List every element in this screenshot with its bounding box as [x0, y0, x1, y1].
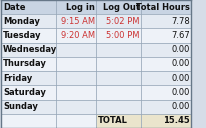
- Bar: [1, 14, 56, 28]
- Bar: [1, 0, 56, 14]
- Text: 0.00: 0.00: [171, 60, 189, 68]
- Bar: [1, 71, 56, 85]
- Bar: [140, 28, 191, 43]
- Bar: [96, 57, 140, 71]
- Text: TOTAL: TOTAL: [98, 116, 128, 125]
- Text: 5:02 PM: 5:02 PM: [105, 17, 139, 26]
- Bar: [1, 43, 56, 57]
- Bar: [56, 85, 96, 100]
- Bar: [56, 43, 96, 57]
- Text: 7.78: 7.78: [171, 17, 189, 26]
- Bar: [56, 71, 96, 85]
- Bar: [96, 71, 140, 85]
- Text: 7.67: 7.67: [171, 31, 189, 40]
- Bar: [96, 85, 140, 100]
- Bar: [96, 100, 140, 114]
- Text: Date: Date: [3, 3, 26, 12]
- Bar: [1, 28, 56, 43]
- Bar: [140, 114, 191, 128]
- Text: 9:15 AM: 9:15 AM: [61, 17, 95, 26]
- Bar: [56, 14, 96, 28]
- Bar: [1, 85, 56, 100]
- Bar: [140, 43, 191, 57]
- Text: 0.00: 0.00: [171, 88, 189, 97]
- Text: Thursday: Thursday: [3, 60, 47, 68]
- Bar: [96, 0, 140, 14]
- Text: Wednesday: Wednesday: [3, 45, 57, 54]
- Bar: [140, 85, 191, 100]
- Text: Log Out: Log Out: [102, 3, 139, 12]
- Text: Friday: Friday: [3, 74, 32, 83]
- Bar: [140, 0, 191, 14]
- Text: Monday: Monday: [3, 17, 40, 26]
- Text: 0.00: 0.00: [171, 102, 189, 111]
- Text: 9:20 AM: 9:20 AM: [61, 31, 95, 40]
- Bar: [56, 100, 96, 114]
- Bar: [140, 14, 191, 28]
- Text: Saturday: Saturday: [3, 88, 46, 97]
- Bar: [1, 114, 56, 128]
- Bar: [56, 28, 96, 43]
- Text: 5:00 PM: 5:00 PM: [105, 31, 139, 40]
- Text: 15.45: 15.45: [163, 116, 189, 125]
- Bar: [140, 100, 191, 114]
- Text: Sunday: Sunday: [3, 102, 38, 111]
- Bar: [56, 0, 96, 14]
- Text: Log in: Log in: [66, 3, 95, 12]
- Text: Tuesday: Tuesday: [3, 31, 41, 40]
- Bar: [56, 57, 96, 71]
- Bar: [96, 28, 140, 43]
- Text: 0.00: 0.00: [171, 45, 189, 54]
- Bar: [96, 43, 140, 57]
- Bar: [140, 71, 191, 85]
- Bar: [96, 114, 140, 128]
- Bar: [1, 100, 56, 114]
- Bar: [140, 57, 191, 71]
- Text: Total Hours: Total Hours: [136, 3, 189, 12]
- Text: 0.00: 0.00: [171, 74, 189, 83]
- Bar: [96, 14, 140, 28]
- Bar: [56, 114, 96, 128]
- Bar: [1, 57, 56, 71]
